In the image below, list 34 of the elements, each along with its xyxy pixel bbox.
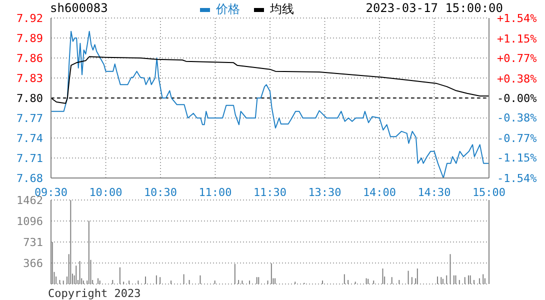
x-tick-label: 11:00 bbox=[198, 186, 232, 199]
y-tick-label: 7.86 bbox=[16, 52, 43, 65]
legend-label: 均线 bbox=[269, 1, 294, 18]
text: Copyright 2023 bbox=[48, 287, 141, 300]
x-tick-label: 11:30 bbox=[253, 186, 287, 199]
x-tick-label: 10:30 bbox=[144, 186, 178, 199]
x-tick-label: 14:30 bbox=[418, 186, 451, 199]
y2-tick-label: +1.54% bbox=[497, 12, 538, 25]
y2-tick-label: -1.15% bbox=[497, 152, 538, 165]
x-tick-label: 13:30 bbox=[308, 186, 342, 199]
chart-title: sh600083 bbox=[50, 1, 108, 15]
legend-label: 价格 bbox=[215, 1, 240, 18]
y-tick-label: 7.68 bbox=[16, 172, 43, 185]
y2-tick-label: -0.00% bbox=[497, 92, 538, 105]
y-tick-label: 1096 bbox=[16, 215, 43, 228]
y2-tick-label: +0.38% bbox=[497, 72, 538, 86]
y2-tick-label: -0.38% bbox=[497, 112, 538, 125]
y2-tick-label: +1.15% bbox=[497, 32, 538, 46]
y2-tick-label: -1.54% bbox=[497, 172, 538, 185]
x-tick-label: 10:00 bbox=[89, 186, 122, 199]
y-tick-label: 7.74 bbox=[16, 132, 44, 145]
y-tick-label: 7.80 bbox=[16, 92, 43, 105]
y-tick-label: 366 bbox=[23, 256, 43, 270]
y-tick-label: 7.89 bbox=[16, 32, 43, 45]
y-tick-label: 7.83 bbox=[16, 72, 43, 85]
x-tick-label: 15:00 bbox=[472, 186, 506, 199]
y-tick-label: 7.77 bbox=[16, 112, 43, 125]
y-tick-label: 7.71 bbox=[16, 152, 43, 165]
y2-tick-label: -0.77% bbox=[497, 132, 538, 145]
y-tick-label: 7.92 bbox=[16, 12, 43, 25]
y-tick-label: 731 bbox=[23, 236, 43, 249]
text: 2023-03-17 15:00:00 bbox=[366, 1, 503, 15]
y2-tick-label: +0.77% bbox=[497, 52, 538, 65]
x-tick-label: 14:00 bbox=[362, 186, 396, 199]
